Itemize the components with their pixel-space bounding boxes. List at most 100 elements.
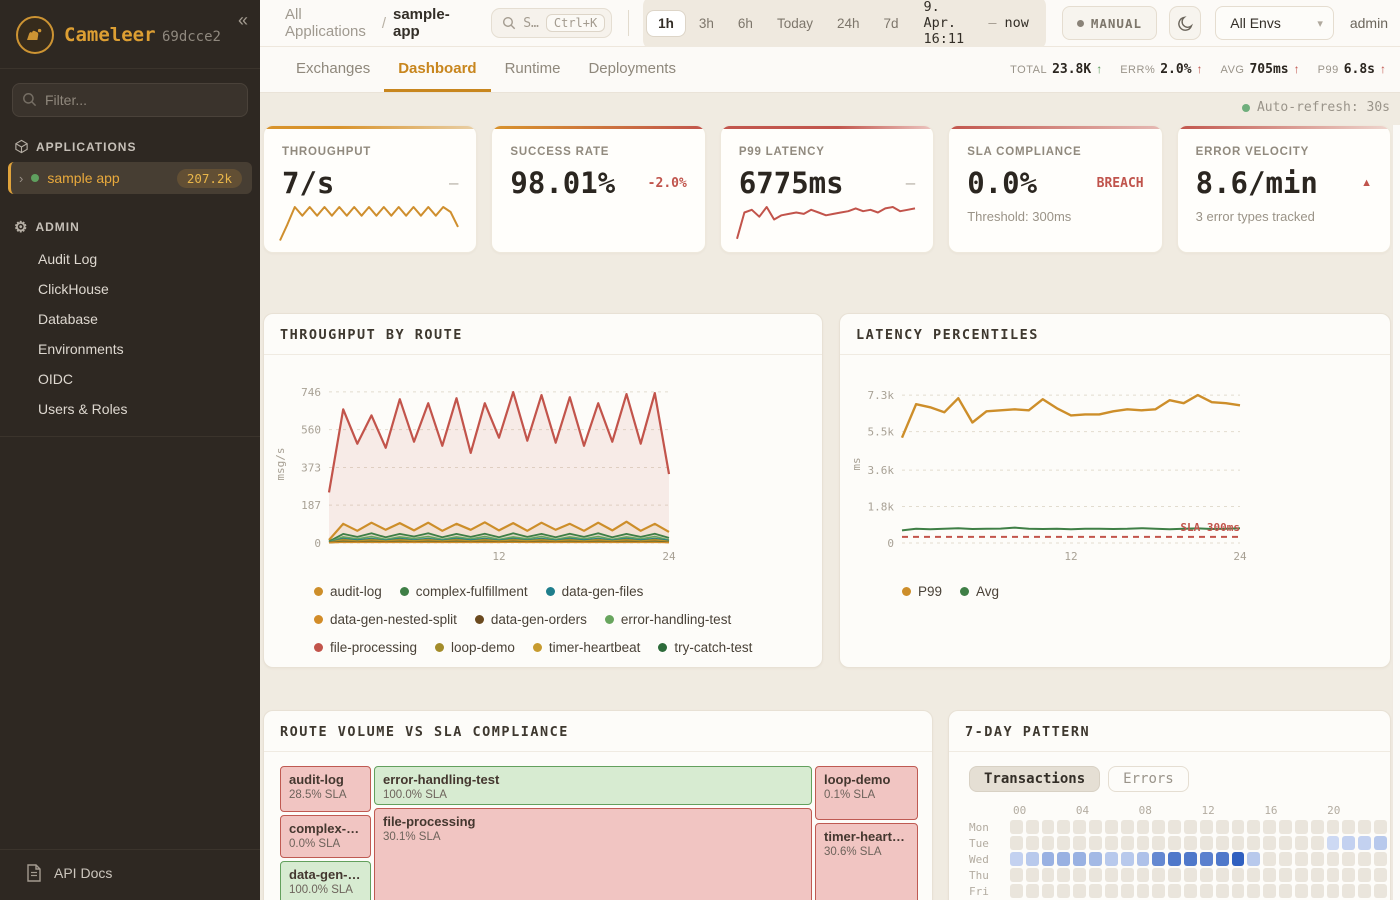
heatmap-cell bbox=[1247, 868, 1261, 882]
admin-section-header: ⚙ ADMIN bbox=[0, 196, 260, 242]
legend-item[interactable]: try-catch-test bbox=[658, 640, 752, 655]
kpi-subtext: Threshold: 300ms bbox=[967, 209, 1072, 224]
treemap-cell-complex-fulfillment[interactable]: complex-fulfillment 0.0% SLA bbox=[280, 815, 371, 858]
theme-toggle-button[interactable] bbox=[1169, 6, 1202, 40]
heatmap-cell bbox=[1215, 868, 1229, 882]
legend-item[interactable]: loop-demo bbox=[435, 640, 515, 655]
legend-item[interactable]: data-gen-files bbox=[545, 584, 643, 599]
treemap-cell-audit-log[interactable]: audit-log 28.5% SLA bbox=[280, 766, 371, 812]
treemap-cell-data-gen-files[interactable]: data-gen-files 100.0% SLA bbox=[280, 861, 371, 900]
applications-section-header: APPLICATIONS bbox=[0, 123, 260, 160]
time-range-3h[interactable]: 3h bbox=[688, 11, 725, 36]
api-docs-label: API Docs bbox=[54, 865, 113, 881]
manual-refresh-button[interactable]: MANUAL bbox=[1061, 6, 1157, 40]
date-range-display[interactable]: 9. Apr. 16:11 — now bbox=[912, 0, 1043, 47]
global-search[interactable]: S… Ctrl+K bbox=[491, 8, 613, 38]
heatmap-cell bbox=[1294, 836, 1308, 850]
tab-exchanges[interactable]: Exchanges bbox=[296, 59, 371, 77]
legend-item[interactable]: Avg bbox=[960, 584, 999, 599]
heatmap-cell bbox=[1263, 884, 1277, 898]
heatmap-cell bbox=[1010, 820, 1023, 834]
heatmap-cell bbox=[1152, 868, 1166, 882]
heatmap-cell bbox=[1342, 836, 1356, 850]
env-select[interactable]: All Envs ▾ bbox=[1215, 6, 1334, 40]
day-label: Fri bbox=[969, 884, 989, 898]
tab-deployments[interactable]: Deployments bbox=[588, 59, 676, 77]
heatmap-cell bbox=[1057, 836, 1071, 850]
heatmap-cell bbox=[1010, 868, 1023, 882]
sidebar-item-database[interactable]: Database bbox=[38, 311, 98, 327]
latency-percentiles-panel: LATENCY PERCENTILES 0 1.8k 3.6k 5.5k 7.3k 12 2… bbox=[839, 313, 1391, 668]
kpi-label: SLA COMPLIANCE bbox=[967, 146, 1082, 158]
toggle-transactions[interactable]: Transactions bbox=[969, 766, 1101, 792]
api-docs-link[interactable]: API Docs bbox=[0, 849, 260, 900]
user-name[interactable]: admin bbox=[1349, 15, 1388, 31]
legend-item[interactable]: error-handling-test bbox=[604, 612, 731, 627]
heatmap-cell bbox=[1073, 868, 1087, 882]
manual-label: MANUAL bbox=[1090, 15, 1142, 31]
treemap-cell-sla: 100.0% SLA bbox=[383, 789, 447, 801]
sidebar-item-environments[interactable]: Environments bbox=[38, 341, 124, 357]
time-range-24h[interactable]: 24h bbox=[826, 11, 871, 36]
legend-item[interactable]: complex-fulfillment bbox=[399, 584, 528, 599]
sidebar-item-clickhouse[interactable]: ClickHouse bbox=[38, 281, 109, 297]
stat-err: ERR% 2.0% ↑ bbox=[1120, 62, 1202, 77]
cube-icon bbox=[15, 139, 28, 154]
heatmap-cell bbox=[1152, 836, 1166, 850]
scrollbar[interactable] bbox=[1392, 125, 1400, 900]
sidebar-item-oidc[interactable]: OIDC bbox=[38, 371, 73, 387]
legend-item[interactable]: file-processing bbox=[314, 640, 417, 655]
heatmap-cell bbox=[1279, 868, 1292, 882]
heatmap-cell bbox=[1231, 868, 1245, 882]
time-range-1h[interactable]: 1h bbox=[646, 9, 686, 37]
date-from: 9. Apr. 16:11 bbox=[923, 0, 965, 47]
heatmap-cell bbox=[1374, 884, 1387, 898]
heatmap-cell bbox=[1326, 836, 1340, 850]
toggle-errors[interactable]: Errors bbox=[1108, 766, 1189, 792]
svg-text:7.3k: 7.3k bbox=[868, 389, 895, 402]
heatmap-cell bbox=[1120, 820, 1134, 834]
treemap-cell-timer-heartbeat[interactable]: timer-heartbeat 30.6% SLA bbox=[815, 823, 918, 900]
heatmap-cell bbox=[1136, 820, 1150, 834]
legend-item[interactable]: P99 bbox=[902, 584, 942, 599]
chevron-right-icon[interactable]: › bbox=[19, 170, 24, 186]
env-select-value: All Envs bbox=[1230, 15, 1281, 31]
time-range-today[interactable]: Today bbox=[766, 11, 824, 36]
legend-dot-icon bbox=[902, 587, 911, 596]
time-range-6h[interactable]: 6h bbox=[727, 11, 764, 36]
kpi-indicator: – bbox=[448, 173, 459, 192]
legend-item[interactable]: timer-heartbeat bbox=[532, 640, 640, 655]
treemap-cell-loop-demo[interactable]: loop-demo 0.1% SLA bbox=[815, 766, 918, 820]
svg-text:24: 24 bbox=[662, 550, 676, 563]
tab-runtime[interactable]: Runtime bbox=[504, 59, 561, 77]
sidebar-item-users-roles[interactable]: Users & Roles bbox=[38, 401, 128, 417]
search-placeholder: S… bbox=[523, 15, 539, 31]
heatmap-body: Transactions Errors 00 04 08 12 16 20 Mon Tue W… bbox=[949, 752, 1390, 900]
search-icon bbox=[22, 92, 37, 112]
time-range-7d[interactable]: 7d bbox=[873, 11, 910, 36]
stat-p99: P99 6.8s ↑ bbox=[1318, 62, 1386, 77]
sidebar-item-sample-app[interactable]: › sample app 207.2k bbox=[8, 162, 252, 194]
legend-item[interactable]: audit-log bbox=[314, 584, 382, 599]
sidebar-item-audit-log[interactable]: Audit Log bbox=[38, 251, 98, 267]
treemap-cell-error-handling-test[interactable]: error-handling-test 100.0% SLA bbox=[374, 766, 812, 805]
heatmap-cell bbox=[1057, 884, 1071, 898]
heatmap-cell bbox=[1310, 836, 1324, 850]
stat-label: P99 bbox=[1317, 64, 1339, 76]
card-accent-bar bbox=[1177, 126, 1391, 129]
heatmap-cell bbox=[1310, 868, 1324, 882]
legend-item[interactable]: data-gen-nested-split bbox=[314, 612, 457, 627]
filter-input[interactable] bbox=[12, 83, 248, 117]
svg-text:msg/s: msg/s bbox=[274, 447, 287, 480]
svg-text:0: 0 bbox=[314, 537, 321, 550]
heatmap-cell bbox=[1263, 836, 1277, 850]
breadcrumb-root[interactable]: All Applications bbox=[285, 6, 366, 40]
treemap-cell-sla: 30.1% SLA bbox=[383, 831, 441, 843]
treemap-cell-sla: 0.1% SLA bbox=[824, 789, 876, 801]
tab-dashboard[interactable]: Dashboard bbox=[384, 47, 491, 92]
heatmap-cell bbox=[1279, 820, 1292, 834]
treemap-cell-file-processing[interactable]: file-processing 30.1% SLA bbox=[374, 808, 812, 900]
legend-item[interactable]: data-gen-orders bbox=[474, 612, 587, 627]
main-area: All Applications / sample-app S… Ctrl+K … bbox=[260, 0, 1400, 900]
sidebar-collapse-icon[interactable]: « bbox=[237, 10, 248, 30]
